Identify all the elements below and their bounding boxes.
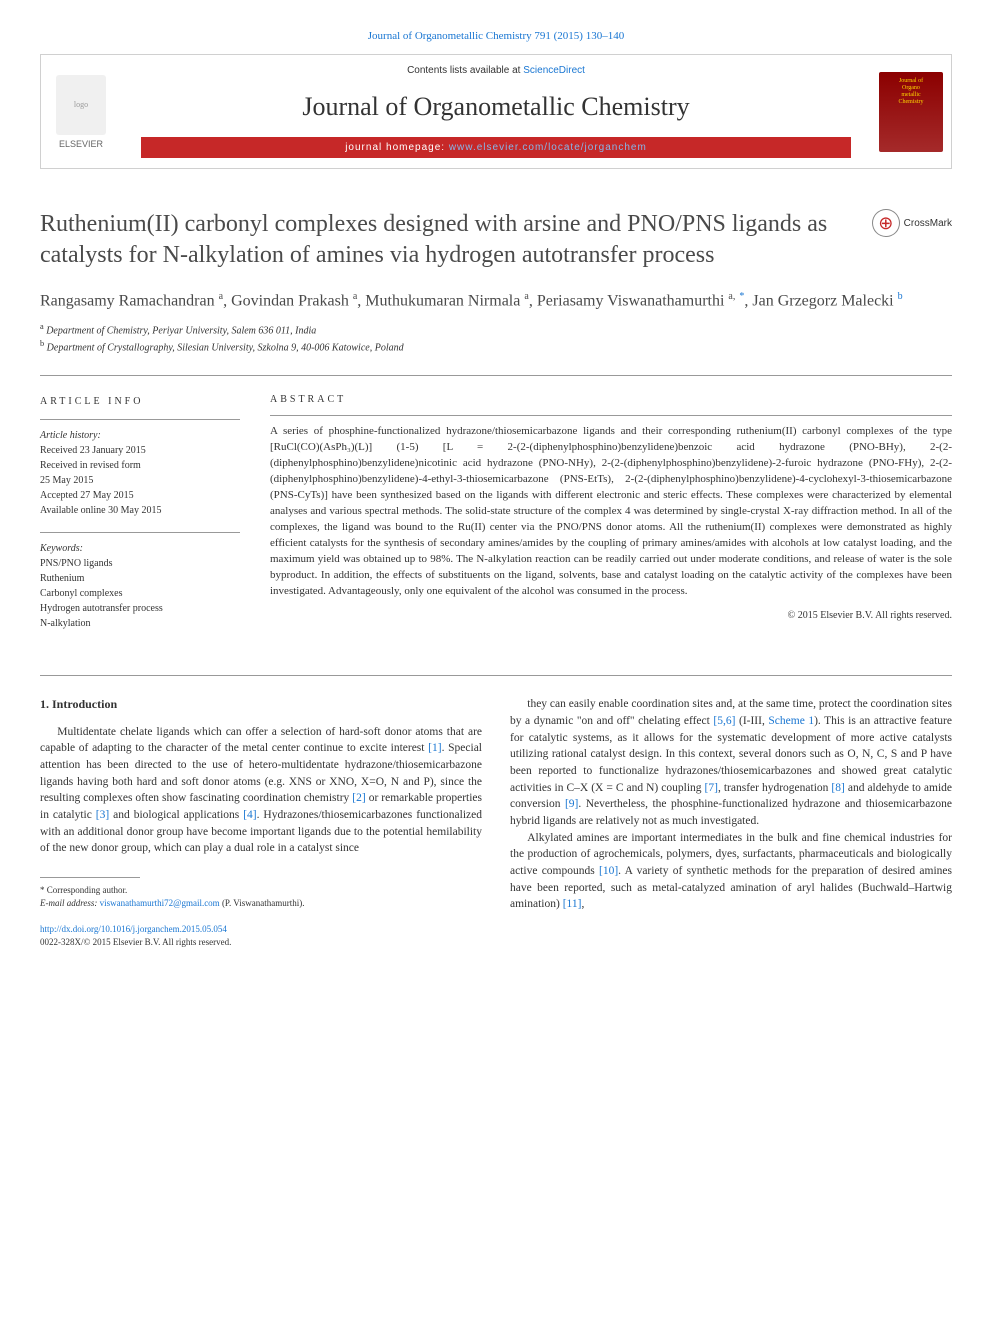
info-heading: ARTICLE INFO [40,394,240,409]
keyword: PNS/PNO ligands [40,556,240,571]
homepage-bar: journal homepage: www.elsevier.com/locat… [141,137,851,158]
article-info: ARTICLE INFO Article history: Received 2… [40,394,240,645]
body-col-left: 1. Introduction Multidentate chelate lig… [40,696,482,948]
keyword: Carbonyl complexes [40,586,240,601]
header-banner: logo ELSEVIER Contents lists available a… [40,54,952,169]
article-title: Ruthenium(II) carbonyl complexes designe… [40,209,852,271]
sciencedirect-link[interactable]: ScienceDirect [523,65,585,76]
corresponding-author: * Corresponding author. [40,884,482,897]
elsevier-tree-icon: logo [56,75,106,135]
title-row: Ruthenium(II) carbonyl complexes designe… [40,209,952,271]
history-label: Article history: [40,428,240,443]
keyword: N-alkylation [40,616,240,631]
keywords-label: Keywords: [40,541,240,556]
affiliation-b: b Department of Crystallography, Silesia… [40,338,952,355]
footnote-separator [40,877,140,878]
header-citation: Journal of Organometallic Chemistry 791 … [40,30,952,42]
crossmark-badge[interactable]: CrossMark [872,209,952,237]
history-line: 25 May 2015 [40,473,240,488]
abstract-text: A series of phosphine-functionalized hyd… [270,415,952,599]
authors: Rangasamy Ramachandran a, Govindan Praka… [40,291,952,310]
body-col-right: they can easily enable coordination site… [510,696,952,948]
journal-name: Journal of Organometallic Chemistry [302,92,689,122]
cover-text-4: Chemistry [899,99,924,106]
email-label: E-mail address: [40,898,100,908]
abstract-copyright: © 2015 Elsevier B.V. All rights reserved… [270,610,952,621]
email-link[interactable]: viswanathamurthi72@gmail.com [100,898,220,908]
section-divider [40,675,952,676]
homepage-link[interactable]: www.elsevier.com/locate/jorganchem [449,142,647,153]
abstract-heading: ABSTRACT [270,394,952,405]
divider [40,375,952,376]
contents-prefix: Contents lists available at [407,65,523,76]
email-line: E-mail address: viswanathamurthi72@gmail… [40,897,482,910]
issn-copyright: 0022-328X/© 2015 Elsevier B.V. All right… [40,937,231,947]
cover-image: Journal of Organo metallic Chemistry [879,72,943,152]
crossmark-label: CrossMark [904,218,952,229]
body-columns: 1. Introduction Multidentate chelate lig… [40,696,952,948]
crossmark-icon [872,209,900,237]
email-suffix: (P. Viswanathamurthi). [220,898,305,908]
info-abstract-row: ARTICLE INFO Article history: Received 2… [40,394,952,645]
cover-text-1: Journal of [899,78,923,85]
doi-link[interactable]: http://dx.doi.org/10.1016/j.jorganchem.2… [40,924,227,934]
elsevier-logo: logo ELSEVIER [41,55,121,168]
footnote: * Corresponding author. E-mail address: … [40,884,482,909]
affiliation-a: a Department of Chemistry, Periyar Unive… [40,321,952,338]
body-paragraph: Alkylated amines are important intermedi… [510,830,952,913]
keywords-block: Keywords: PNS/PNO ligands Ruthenium Carb… [40,532,240,631]
affiliations: a Department of Chemistry, Periyar Unive… [40,321,952,356]
journal-cover: Journal of Organo metallic Chemistry [871,55,951,168]
contents-line: Contents lists available at ScienceDirec… [407,65,585,76]
body-paragraph: Multidentate chelate ligands which can o… [40,724,482,857]
elsevier-label: ELSEVIER [59,139,103,149]
cover-text-2: Organo [902,85,920,92]
history-block: Article history: Received 23 January 201… [40,419,240,518]
section-heading: 1. Introduction [40,696,482,713]
history-line: Received 23 January 2015 [40,443,240,458]
body-paragraph: they can easily enable coordination site… [510,696,952,829]
history-line: Available online 30 May 2015 [40,503,240,518]
banner-center: Contents lists available at ScienceDirec… [121,55,871,168]
doi-block: http://dx.doi.org/10.1016/j.jorganchem.2… [40,923,482,948]
homepage-prefix: journal homepage: [345,142,449,153]
history-line: Received in revised form [40,458,240,473]
abstract: ABSTRACT A series of phosphine-functiona… [270,394,952,645]
history-line: Accepted 27 May 2015 [40,488,240,503]
cover-text-3: metallic [901,92,920,99]
keyword: Ruthenium [40,571,240,586]
keyword: Hydrogen autotransfer process [40,601,240,616]
